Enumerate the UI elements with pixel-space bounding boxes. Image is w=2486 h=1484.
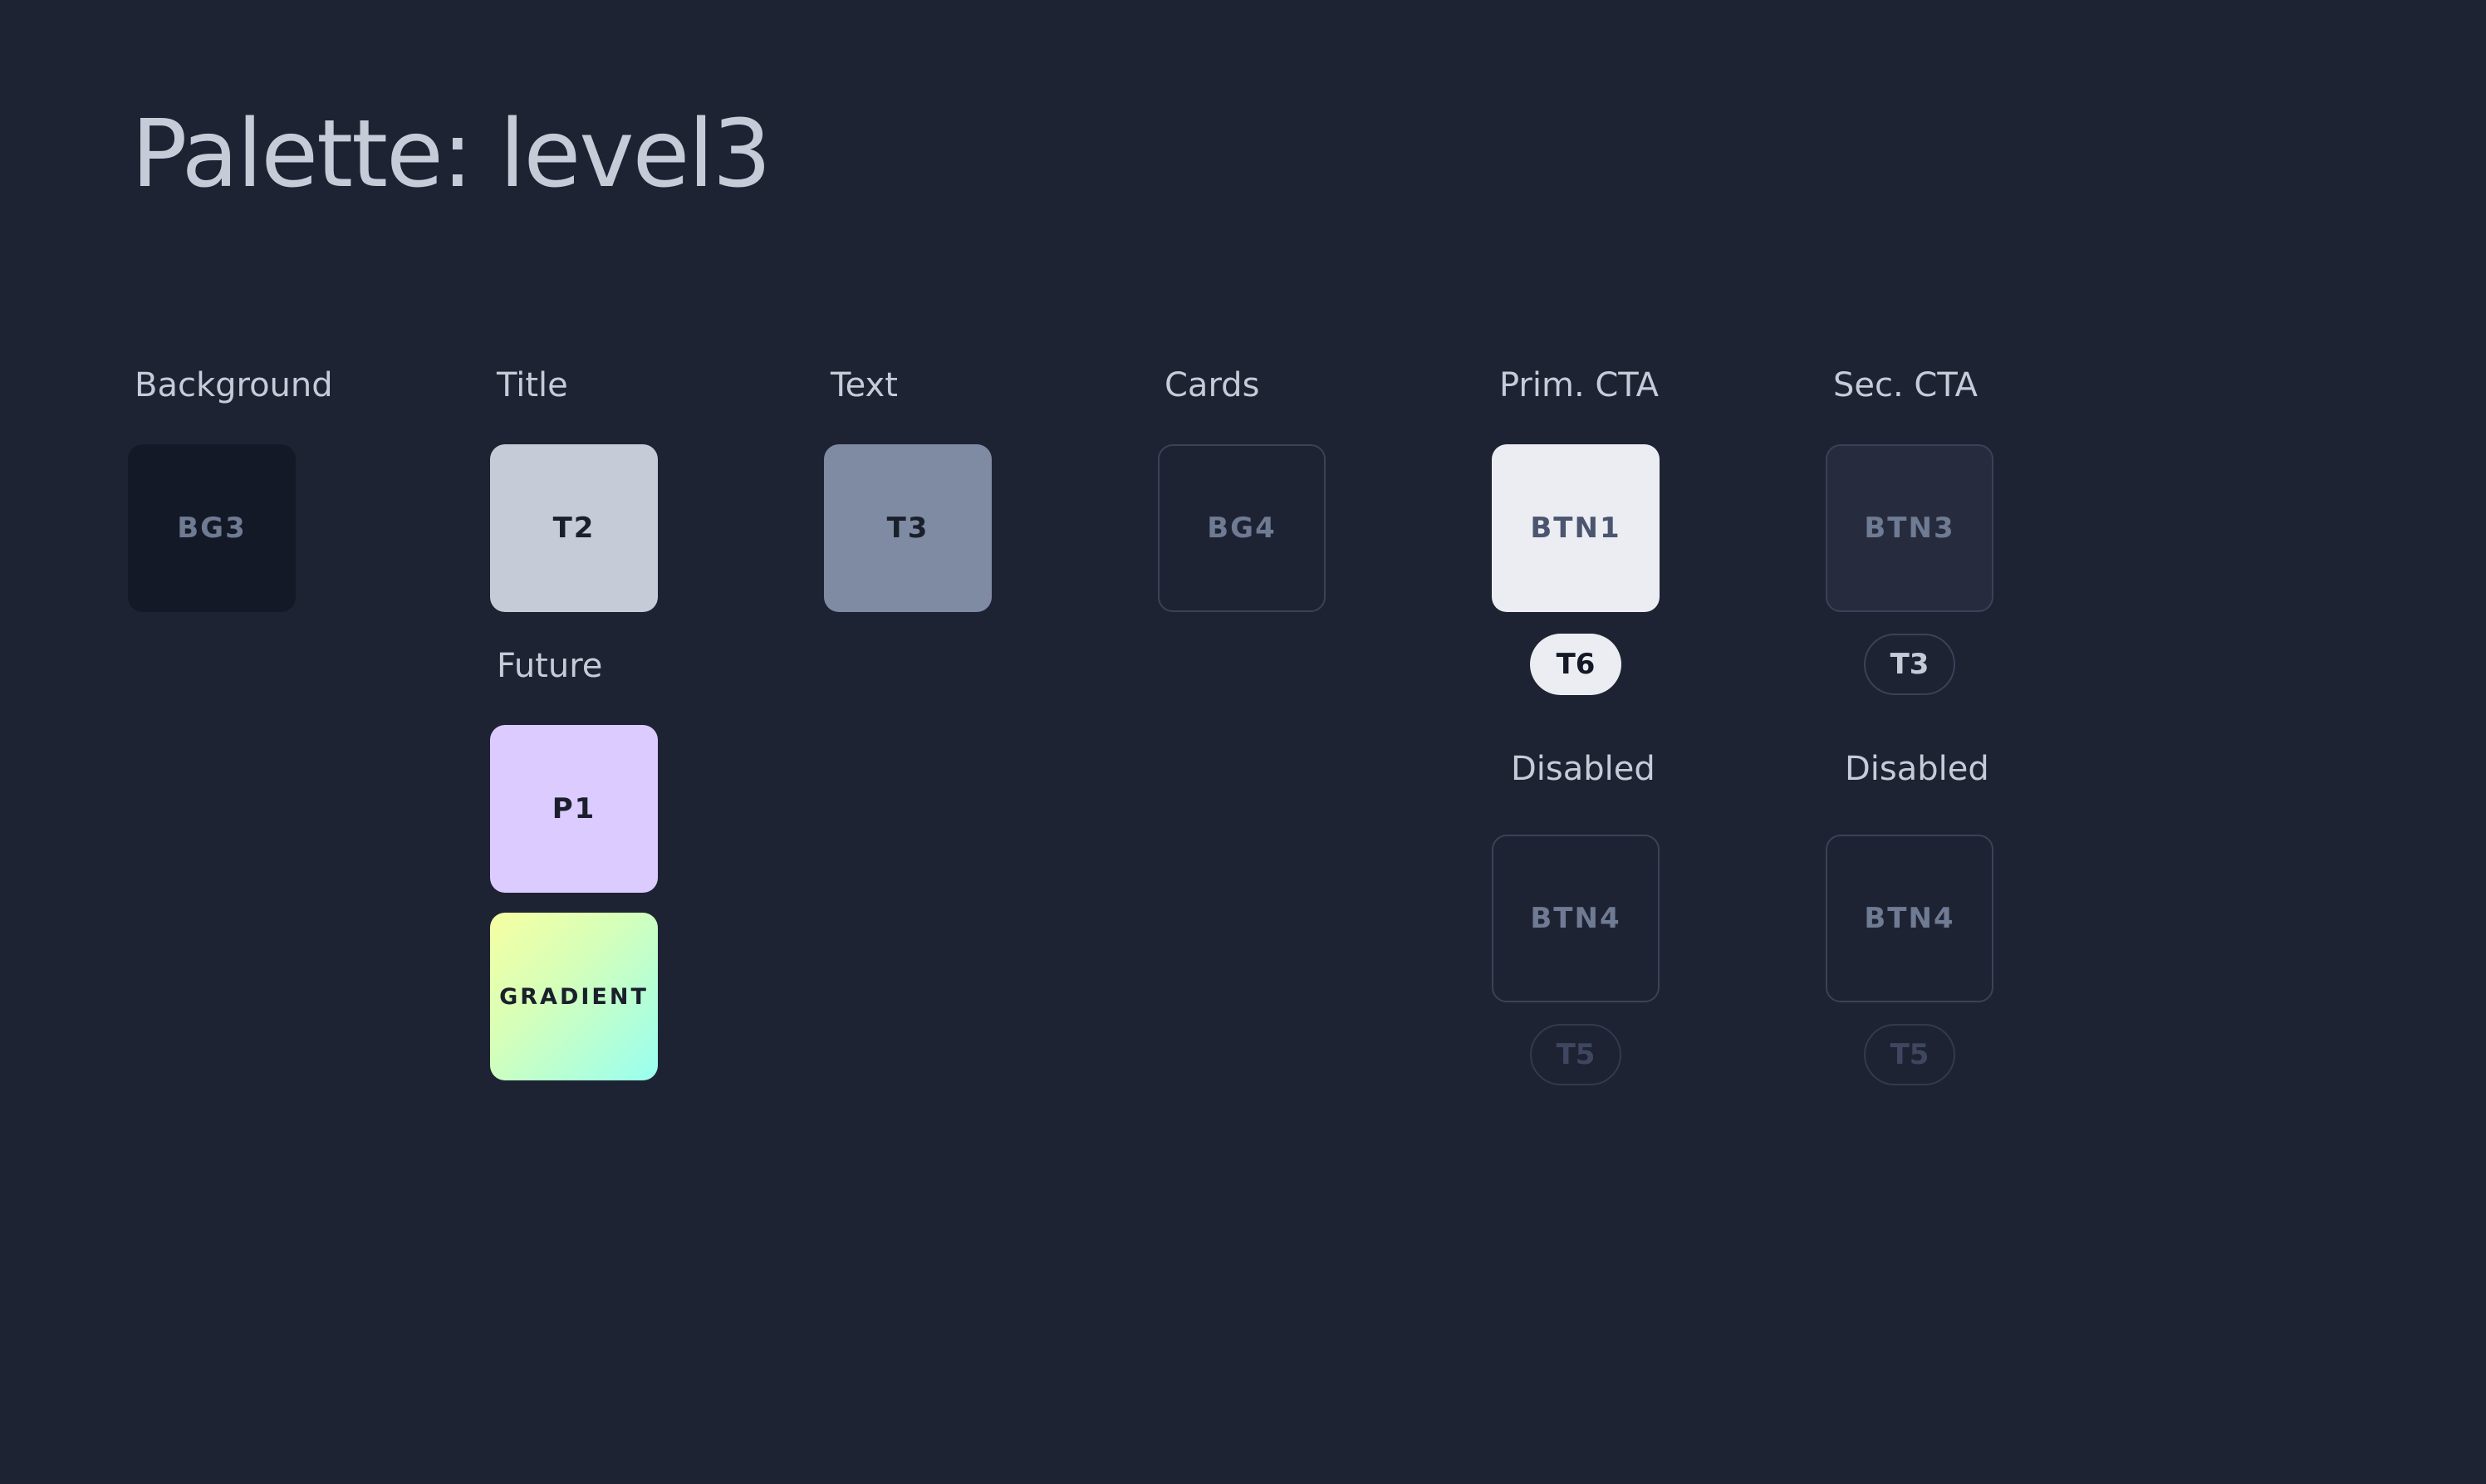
sec-cta-label: Sec. CTA (1833, 366, 1979, 404)
gradient-swatch: GRADIENT (490, 913, 658, 1080)
prim-cta-t5-pill: T5 (1530, 1024, 1621, 1085)
bg4-swatch: BG4 (1158, 444, 1326, 612)
sec-cta-t5-pill: T5 (1864, 1024, 1955, 1085)
bg3-swatch: BG3 (128, 444, 296, 612)
future-label: Future (497, 647, 603, 685)
sec-cta-btn4-swatch: BTN4 (1826, 835, 1993, 1002)
t2-swatch: T2 (490, 444, 658, 612)
t3-swatch: T3 (824, 444, 992, 612)
sec-cta-disabled-label: Disabled (1845, 750, 1989, 788)
p1-swatch: P1 (490, 725, 658, 893)
t6-pill: T6 (1530, 634, 1621, 695)
prim-cta-btn4-swatch: BTN4 (1492, 835, 1660, 1002)
page-title: Palette: level3 (131, 100, 772, 208)
btn1-swatch: BTN1 (1492, 444, 1660, 612)
prim-cta-disabled-label: Disabled (1511, 750, 1655, 788)
cards-label: Cards (1165, 366, 1260, 404)
sec-cta-t3-pill: T3 (1864, 634, 1955, 695)
prim-cta-label: Prim. CTA (1499, 366, 1659, 404)
background-label: Background (135, 366, 333, 404)
btn3-swatch: BTN3 (1826, 444, 1993, 612)
text-label: Text (831, 366, 898, 404)
title-label: Title (497, 366, 568, 404)
